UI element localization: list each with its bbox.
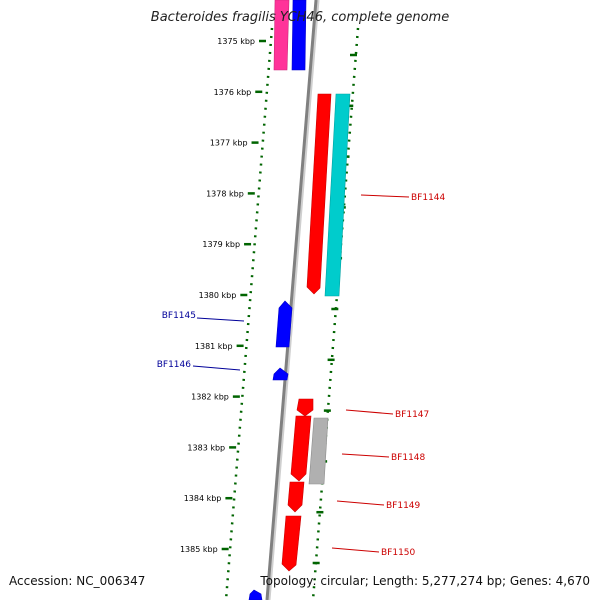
gene-callout-line [341, 453, 390, 458]
gene-label: BF1144 [411, 193, 446, 203]
gene-bar [290, 415, 312, 482]
gene-label: BF1148 [391, 453, 426, 463]
kbp-label: 1376 kbp [214, 88, 252, 97]
gene-bar [281, 515, 302, 572]
gene-bar [273, 0, 290, 71]
kbp-label: 1379 kbp [202, 240, 240, 249]
gene-bar [248, 589, 263, 601]
gene-bar [296, 398, 314, 417]
gene-label: BF1145 [162, 311, 196, 321]
gene-bar [306, 93, 332, 295]
gene-bar [272, 367, 289, 381]
kbp-label: 1385 kbp [180, 545, 218, 554]
backbone-shadow [267, 0, 320, 601]
kbp-label: 1378 kbp [206, 189, 244, 198]
kbp-label: 1382 kbp [191, 393, 229, 402]
kbp-label: 1383 kbp [187, 443, 225, 452]
kbp-label: 1380 kbp [199, 291, 237, 300]
gene-label: BF1149 [386, 501, 421, 511]
kbp-label: 1377 kbp [210, 139, 248, 148]
gene-bar [287, 481, 305, 513]
gene-bar [324, 93, 351, 297]
gene-label: BF1147 [395, 410, 429, 420]
kbp-label: 1381 kbp [195, 342, 233, 351]
gene-callout-line [360, 194, 410, 198]
gene-callout-line [345, 409, 394, 415]
kbp-label: 1384 kbp [184, 494, 222, 503]
gene-bar [308, 417, 329, 485]
accession-text: Accession: NC_006347 [9, 574, 146, 588]
gene-label: BF1150 [381, 548, 416, 558]
gene-bar [275, 300, 293, 348]
kbp-label: 1375 kbp [217, 37, 255, 46]
gene-callout-line [331, 547, 380, 553]
gene-label: BF1146 [157, 360, 192, 370]
genome-summary-text: Topology: circular; Length: 5,277,274 bp… [260, 574, 590, 588]
gene-callout-line [336, 500, 385, 506]
gene-callout-line [192, 365, 241, 371]
gene-bar [291, 0, 307, 71]
gene-callout-line [196, 317, 245, 322]
inner-scale-track [224, 27, 274, 601]
backbone-line [265, 0, 318, 601]
genome-title: Bacteroides fragilis YCH46, complete gen… [150, 10, 450, 25]
